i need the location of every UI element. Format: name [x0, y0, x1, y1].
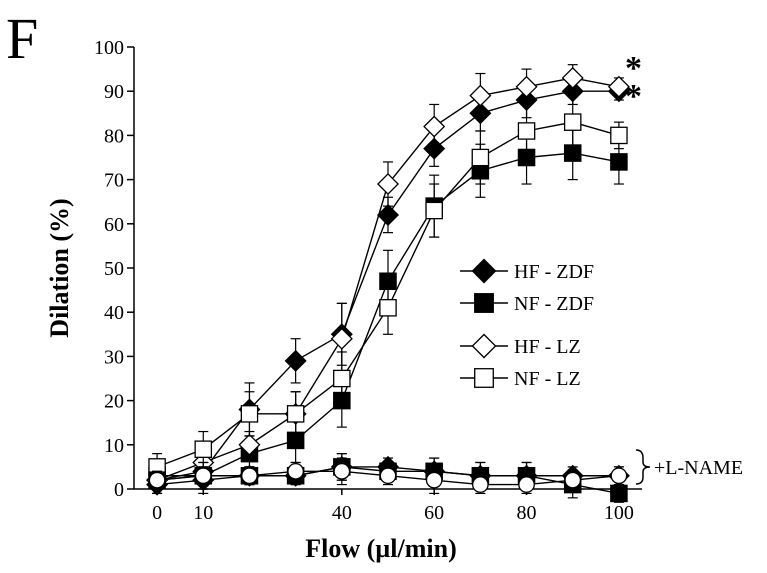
legend-marker [474, 368, 494, 388]
data-point [469, 84, 492, 107]
data-point [610, 126, 628, 145]
significance-star-hf-zdf: * [625, 78, 642, 115]
data-point [194, 467, 212, 485]
legend-marker [471, 258, 497, 284]
data-point [333, 462, 351, 480]
legend-item: NF - LZ [460, 368, 581, 390]
legend-label: NF - LZ [514, 368, 581, 390]
legend-item: HF - LZ [460, 333, 581, 359]
data-point [607, 75, 630, 98]
data-point [564, 471, 582, 489]
series-layer [146, 64, 630, 503]
y-tick-label: 70 [104, 170, 124, 192]
data-point [379, 299, 397, 317]
legend-marker [474, 293, 494, 313]
legend-label: HF - LZ [514, 336, 581, 358]
data-point [286, 405, 305, 423]
data-point [518, 476, 535, 493]
data-point [240, 405, 259, 423]
series-3 [148, 95, 628, 481]
data-point [238, 433, 261, 456]
data-point [330, 327, 353, 350]
legend: HF - ZDF NF - ZDF HF - LZ NF - LZ [460, 258, 594, 390]
y-axis-title: Dilation (%) [45, 198, 74, 337]
x-tick-label: 60 [424, 502, 444, 524]
legend-marker [471, 333, 497, 359]
l-name-label: +L-NAME [654, 457, 743, 479]
data-point [333, 369, 351, 388]
data-point [515, 75, 538, 98]
legend-label: NF - ZDF [514, 293, 594, 315]
y-tick-label: 90 [104, 81, 124, 103]
y-tick-label: 80 [104, 125, 124, 147]
y-tick-label: 10 [104, 435, 124, 457]
data-point [610, 484, 628, 503]
x-tick-label: 80 [517, 502, 537, 524]
data-point [517, 122, 536, 140]
data-point [471, 148, 490, 167]
data-point [241, 467, 258, 485]
x-axis-title: Flow (µl/min) [305, 534, 456, 563]
data-point [610, 467, 628, 485]
data-point [472, 476, 489, 493]
legend-item: NF - ZDF [460, 293, 594, 315]
y-tick-label: 100 [94, 37, 124, 59]
y-tick-label: 40 [104, 302, 124, 324]
data-point [423, 115, 446, 138]
data-point [284, 349, 307, 372]
data-point [377, 173, 399, 196]
y-axis: 0 10 20 30 40 50 60 70 80 90 100 [94, 37, 135, 501]
legend-item: HF - ZDF [460, 258, 594, 284]
data-point [425, 471, 443, 489]
y-tick-label: 50 [104, 258, 124, 280]
data-point [148, 471, 166, 489]
x-tick-label: 40 [332, 502, 352, 524]
x-axis: 0 10 40 60 80 100 [134, 488, 642, 524]
l-name-bracket [635, 449, 651, 485]
panel-label: F [6, 6, 38, 71]
data-point [425, 201, 443, 220]
data-point [563, 113, 582, 131]
significance-star-hf-lz: * [625, 50, 642, 87]
y-tick-label: 20 [104, 391, 124, 413]
y-tick-label: 60 [104, 214, 124, 236]
y-tick-label: 0 [114, 479, 124, 501]
y-tick-label: 30 [104, 346, 124, 368]
series-6 [148, 457, 628, 495]
x-tick-label: 10 [193, 502, 213, 524]
data-point [561, 66, 584, 89]
data-point [287, 462, 304, 480]
data-point [610, 153, 628, 171]
data-point [377, 203, 399, 226]
legend-label: HF - ZDF [514, 261, 594, 283]
data-point [194, 440, 213, 458]
data-point [379, 467, 397, 485]
x-tick-label: 0 [152, 502, 162, 524]
x-tick-label: 100 [604, 502, 634, 524]
